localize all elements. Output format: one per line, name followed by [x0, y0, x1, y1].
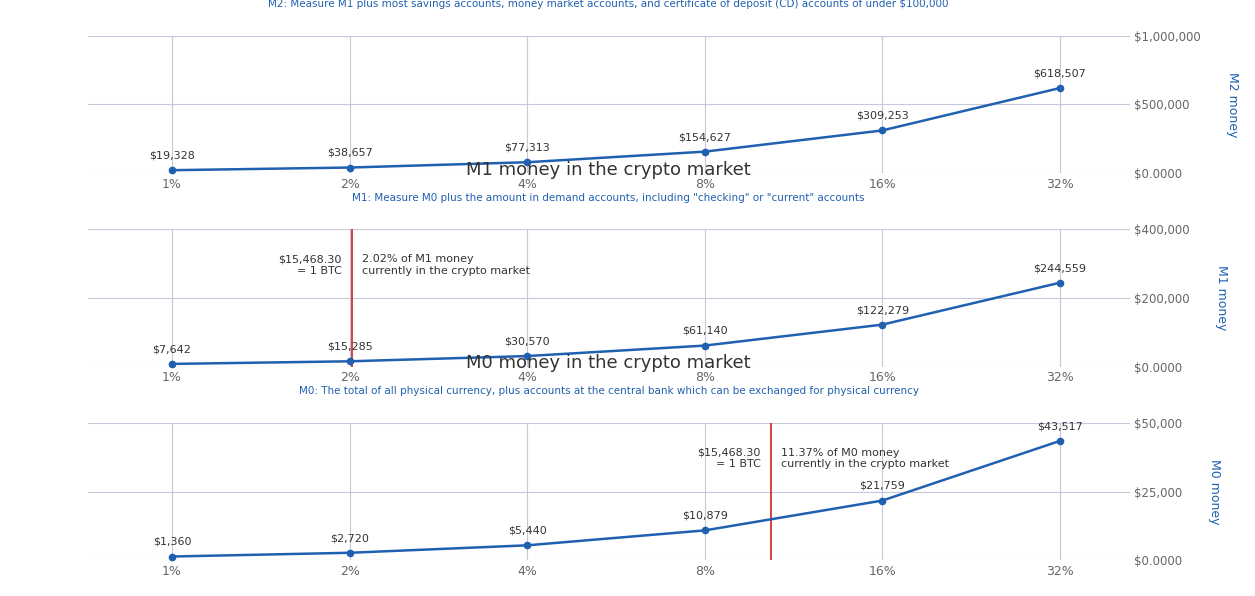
Text: $43,517: $43,517 [1037, 421, 1083, 432]
Text: $38,657: $38,657 [326, 148, 373, 158]
Text: $15,285: $15,285 [326, 342, 373, 352]
Text: $19,328: $19,328 [149, 151, 195, 160]
Y-axis label: M1 money: M1 money [1215, 265, 1227, 331]
Text: $10,879: $10,879 [681, 511, 728, 521]
Text: $309,253: $309,253 [856, 111, 909, 121]
Text: $618,507: $618,507 [1033, 69, 1087, 79]
Text: $21,759: $21,759 [860, 481, 905, 491]
Text: $7,642: $7,642 [153, 344, 192, 355]
Text: 2.02% of M1 money
currently in the crypto market: 2.02% of M1 money currently in the crypt… [363, 254, 530, 276]
Text: M0 money in the crypto market: M0 money in the crypto market [467, 355, 750, 372]
Text: M1 money in the crypto market: M1 money in the crypto market [467, 161, 750, 179]
Text: $30,570: $30,570 [505, 337, 550, 346]
Text: 11.37% of M0 money
currently in the crypto market: 11.37% of M0 money currently in the cryp… [781, 448, 949, 470]
Y-axis label: M0 money: M0 money [1207, 459, 1221, 524]
Text: $154,627: $154,627 [678, 132, 732, 142]
Text: $77,313: $77,313 [505, 142, 550, 153]
Text: $1,360: $1,360 [153, 537, 191, 547]
Text: $15,468.30
= 1 BTC: $15,468.30 = 1 BTC [698, 448, 761, 470]
Text: M0: The total of all physical currency, plus accounts at the central bank which : M0: The total of all physical currency, … [299, 386, 919, 396]
Text: $15,468.30
= 1 BTC: $15,468.30 = 1 BTC [279, 254, 341, 276]
Text: $244,559: $244,559 [1033, 263, 1087, 273]
Text: M1: Measure M0 plus the amount in demand accounts, including "checking" or "curr: M1: Measure M0 plus the amount in demand… [353, 193, 865, 203]
Text: M2: Measure M1 plus most savings accounts, money market accounts, and certificat: M2: Measure M1 plus most savings account… [269, 0, 949, 9]
Text: $122,279: $122,279 [856, 305, 909, 315]
Text: $61,140: $61,140 [681, 326, 728, 336]
Text: $5,440: $5,440 [508, 526, 546, 536]
Text: $2,720: $2,720 [330, 533, 369, 543]
Y-axis label: M2 money: M2 money [1226, 72, 1239, 137]
